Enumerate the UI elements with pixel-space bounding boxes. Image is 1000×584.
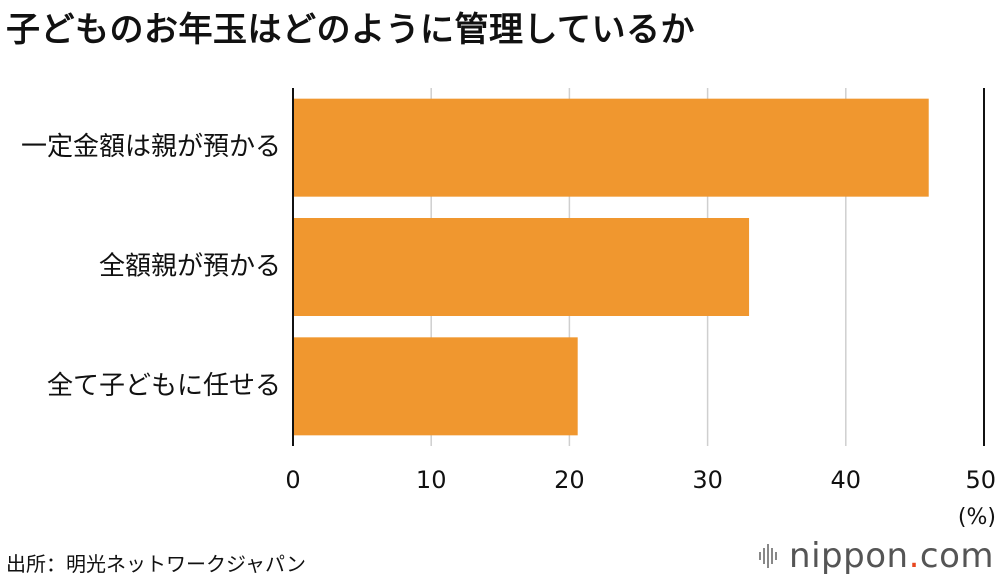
bar-0 — [293, 98, 929, 197]
x-tick-label-20: 20 — [554, 466, 585, 494]
x-tick-label-30: 30 — [692, 466, 723, 494]
logo-name: nippon — [789, 536, 909, 576]
x-tick-label-10: 10 — [416, 466, 447, 494]
x-unit-label: (%) — [958, 505, 996, 530]
category-label-1: 全額親が預かる — [99, 252, 281, 282]
logo-bars-icon — [759, 544, 778, 568]
bar-2 — [293, 337, 578, 436]
x-tick-label-40: 40 — [831, 466, 862, 494]
nippon-logo: nippon.com — [759, 536, 994, 576]
bar-1 — [293, 218, 750, 316]
x-tick-label-0: 0 — [285, 466, 300, 494]
x-tick-label-50: 50 — [965, 466, 996, 494]
logo-dot: . — [908, 536, 920, 576]
logo-tld: com — [919, 536, 994, 576]
chart-title: 子どものお年玉はどのように管理しているか — [6, 10, 695, 50]
source-note: 出所：明光ネットワークジャパン — [6, 552, 306, 576]
category-label-2: 全て子どもに任せる — [47, 371, 281, 401]
category-label-0: 一定金額は親が預かる — [21, 132, 281, 162]
